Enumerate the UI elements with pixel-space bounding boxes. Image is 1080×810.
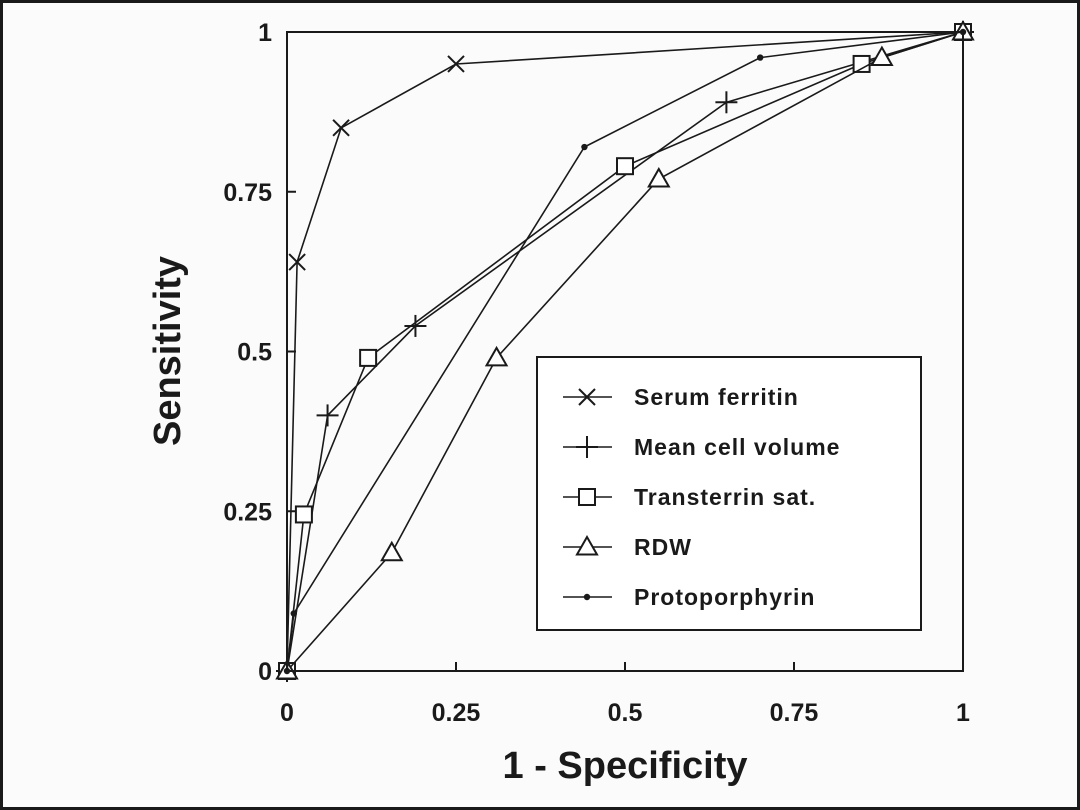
series-4-point-3 <box>484 345 509 367</box>
legend-label-1: Serum ferritin <box>634 384 799 410</box>
y-axis-title: Sensitivity <box>147 256 189 446</box>
legend-label-3: Transterrin sat. <box>634 484 816 510</box>
legend-marker-1 <box>578 388 596 406</box>
series-3-point-4 <box>616 157 634 176</box>
legend-marker-4 <box>575 534 599 556</box>
chart-marks <box>275 19 975 682</box>
series-4-point-2 <box>380 540 404 562</box>
legend-item-4: RDW <box>563 534 692 560</box>
x-tick-label-4: 0.75 <box>770 699 819 727</box>
legend-label-5: Protoporphyrin <box>634 584 815 610</box>
legend: Serum ferritin Mean cell volume Transterri… <box>536 356 922 631</box>
series-line-4 <box>286 31 964 672</box>
series-1-point-2 <box>288 253 306 271</box>
legend-label-4: RDW <box>634 534 692 560</box>
series-3-point-3 <box>359 348 378 367</box>
series-2-point-3 <box>404 314 427 337</box>
series-2-point-4 <box>715 91 738 114</box>
legend-label-2: Mean cell volume <box>634 434 840 460</box>
series-3-point-2 <box>294 505 313 524</box>
series-5-point-4 <box>757 54 764 61</box>
legend-marker-2 <box>576 436 598 458</box>
series-5-point-2 <box>290 610 297 617</box>
series-1-point-4 <box>447 55 465 73</box>
x-axis-ticks: 0 0.25 0.5 0.75 1 <box>280 662 970 727</box>
legend-item-2: Mean cell volume <box>563 434 840 460</box>
y-axis-ticks: 0 0.25 0.5 0.75 1 <box>223 19 296 686</box>
legend-box <box>536 356 922 631</box>
y-tick-label-3: 0.5 <box>237 339 272 367</box>
series-4-point-5 <box>870 45 894 67</box>
legend-item-5: Protoporphyrin <box>563 584 815 610</box>
legend-item-1: Serum ferritin <box>563 384 799 410</box>
legend-item-3: Transterrin sat. <box>563 484 816 510</box>
x-tick-label-3: 0.5 <box>608 699 643 727</box>
series-5-point-3 <box>581 143 588 151</box>
x-tick-label-2: 0.25 <box>432 699 481 727</box>
legend-marker-3 <box>578 488 596 506</box>
series-2-point-2 <box>316 404 339 427</box>
y-tick-label-2: 0.25 <box>223 498 272 526</box>
y-tick-label-5: 1 <box>258 19 272 47</box>
y-tick-label-1: 0 <box>258 658 272 686</box>
legend-marker-5 <box>583 593 591 601</box>
x-axis-title: 1 - Specificity <box>503 745 748 787</box>
y-tick-label-4: 0.75 <box>223 179 272 207</box>
x-tick-label-1: 0 <box>280 699 294 727</box>
series-1-point-3 <box>332 119 350 137</box>
x-tick-label-5: 1 <box>956 699 970 727</box>
series-4-point-4 <box>647 166 671 188</box>
